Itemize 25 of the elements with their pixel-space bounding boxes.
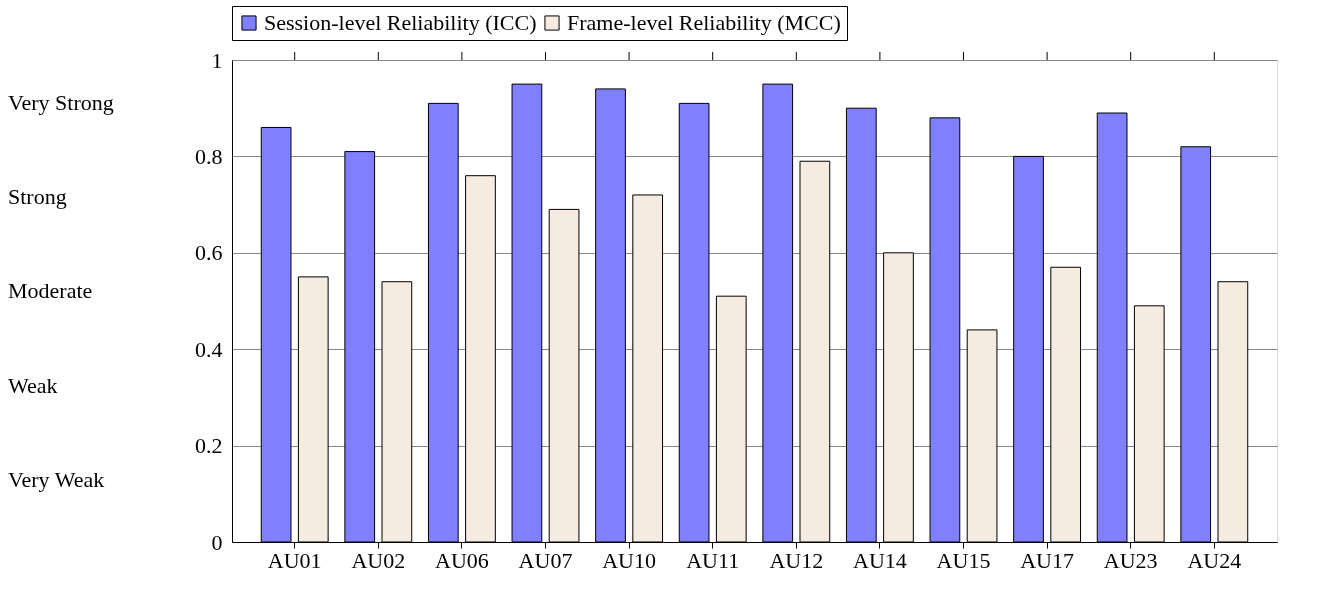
text: Very Strong bbox=[8, 89, 114, 115]
y-tick-label: 0.8 bbox=[195, 143, 223, 169]
text: Weak bbox=[8, 372, 58, 398]
x-tick-label: AU01 bbox=[267, 547, 322, 573]
y-tick-label: 0.4 bbox=[195, 336, 223, 362]
x-tick-label: AU14 bbox=[853, 547, 907, 573]
y-tick-label: 0.6 bbox=[195, 240, 223, 266]
y-tick-label: 0 bbox=[211, 529, 223, 555]
x-tick-label: AU11 bbox=[686, 547, 740, 573]
x-tick-label: AU15 bbox=[936, 547, 991, 573]
x-tick-label: AU10 bbox=[602, 547, 656, 573]
y-tick-label: 1 bbox=[211, 47, 223, 73]
x-tick-label: AU17 bbox=[1020, 547, 1074, 573]
y-tick-label: 0.2 bbox=[195, 433, 223, 459]
x-tick-label: AU02 bbox=[351, 547, 406, 573]
x-tick-label: AU24 bbox=[1187, 547, 1242, 573]
legend-label: Frame-level Reliability (MCC) bbox=[567, 10, 841, 35]
x-tick-label: AU06 bbox=[435, 547, 489, 573]
x-tick-label: AU07 bbox=[518, 547, 573, 573]
text: Moderate bbox=[8, 278, 93, 304]
x-tick-label: AU12 bbox=[769, 547, 824, 573]
legend-label: Session-level Reliability (ICC) bbox=[264, 10, 537, 35]
x-tick-label: AU23 bbox=[1103, 547, 1158, 573]
text: Very Weak bbox=[8, 467, 105, 493]
text: Strong bbox=[8, 183, 67, 209]
